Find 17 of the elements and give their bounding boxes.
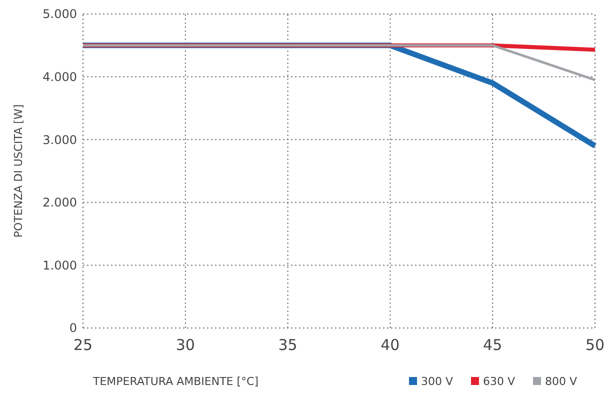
x-axis-title: TEMPERATURA AMBIENTE [°C] [92,375,259,388]
x-tick-label: 35 [278,336,298,354]
y-tick-label: 0 [69,321,77,336]
x-tick-label: 30 [176,336,195,354]
x-tick-label: 40 [380,336,400,354]
y-axis-title: POTENZA DI USCITA [W] [12,104,25,238]
y-tick-label: 5.000 [42,7,77,22]
legend-label: 630 V [483,375,516,388]
x-tick-label: 50 [585,336,605,354]
legend-label: 300 V [421,375,454,388]
legend-label: 800 V [545,375,578,388]
y-tick-label: 4.000 [42,70,77,84]
y-tick-label: 3.000 [42,132,77,147]
x-tick-label: 45 [483,336,502,354]
y-tick-label: 1.000 [42,258,77,272]
x-tick-label: 25 [73,336,93,354]
y-tick-label: 2.000 [42,196,77,210]
